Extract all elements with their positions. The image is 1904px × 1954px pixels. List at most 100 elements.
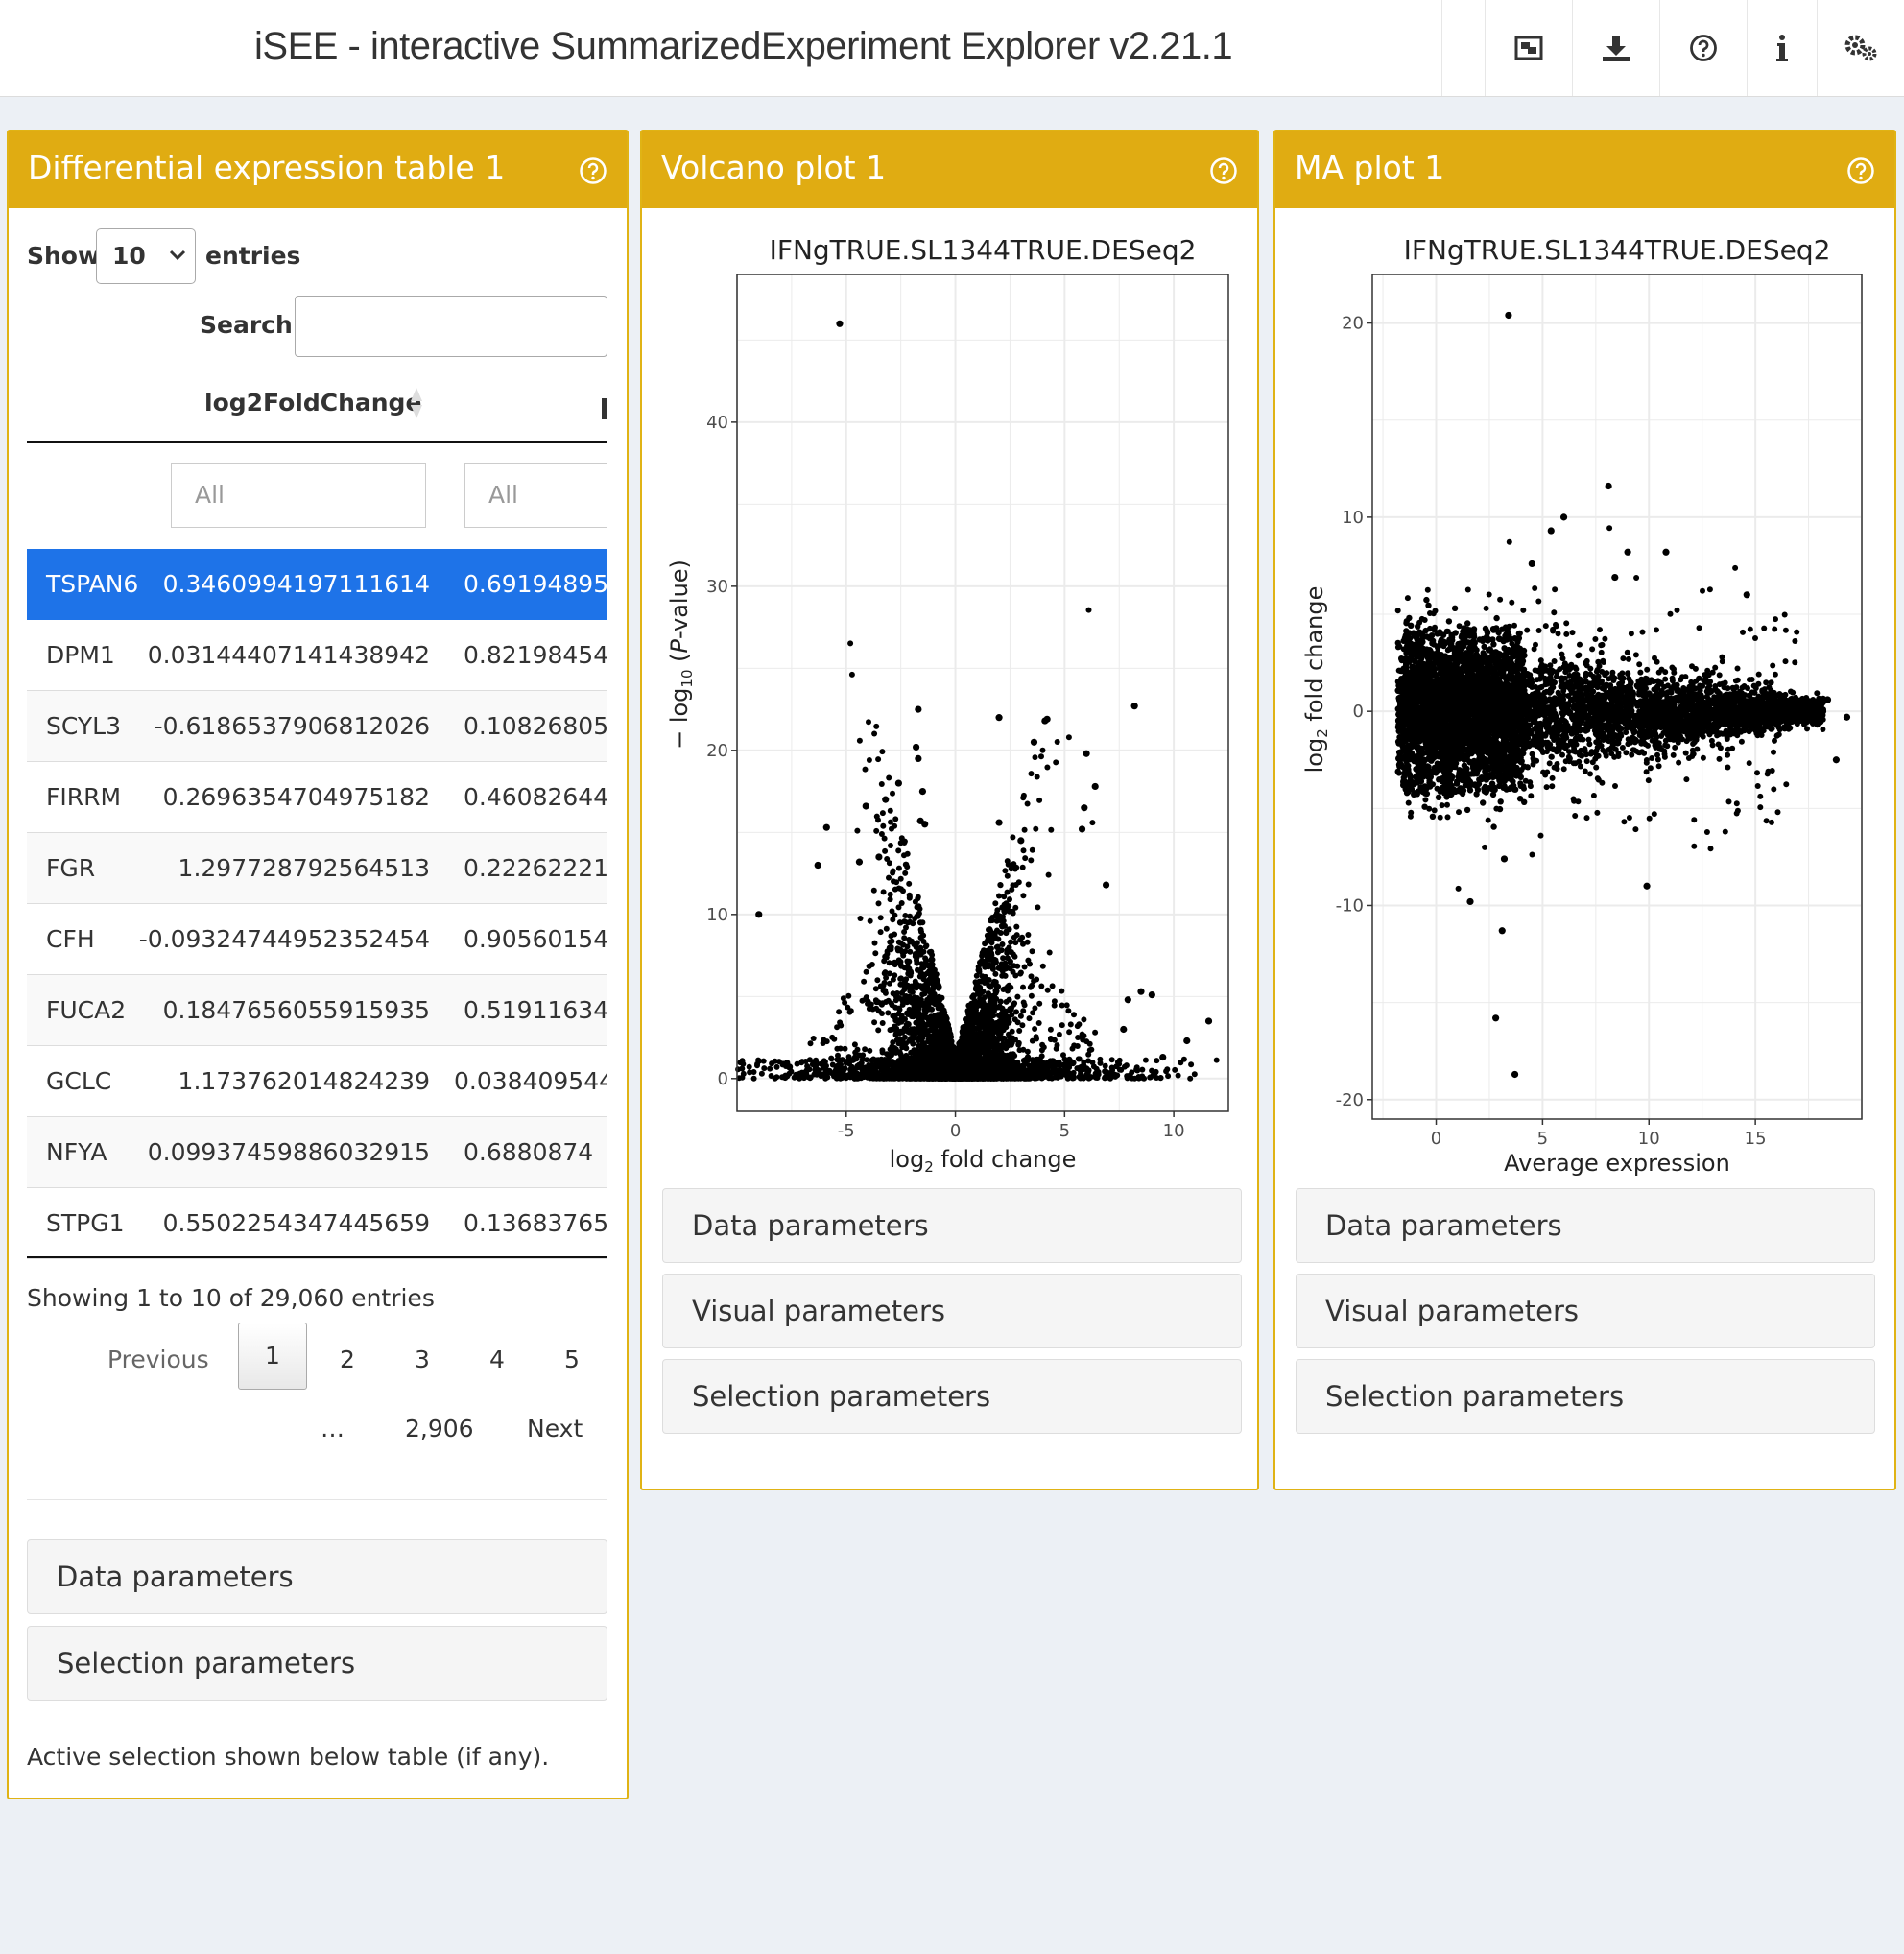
data-point: [1081, 804, 1088, 812]
data-point: [899, 997, 906, 1004]
table-row[interactable]: STPG1 0.5502254347445659 0.13683765: [27, 1188, 607, 1259]
volcano-plot[interactable]: IFNgTRUE.SL1344TRUE.DESeq2-5 0 5 1001020304…: [662, 223, 1248, 1180]
data-point: [927, 1019, 934, 1026]
pager-previous[interactable]: Previous: [107, 1346, 209, 1373]
data-point: [1024, 1048, 1031, 1055]
help-button[interactable]: [1659, 0, 1747, 96]
data-point: [886, 874, 892, 881]
data-point: [1021, 964, 1028, 970]
table-row[interactable]: FIRRM 0.2696354704975182 0.46082644: [27, 762, 607, 833]
data-point: [887, 970, 892, 977]
entries-select-value: 10: [112, 242, 146, 270]
data-point: [1124, 1075, 1130, 1082]
volcano-selection-parameters-button[interactable]: Selection parameters: [662, 1359, 1242, 1434]
data-point: [916, 919, 923, 926]
data-point: [835, 1058, 842, 1063]
data-point: [915, 894, 921, 900]
data-point: [911, 1075, 917, 1082]
table-row[interactable]: GCLC 1.173762014824239 0.038409544: [27, 1046, 607, 1117]
filter-input-pvalue[interactable]: All: [464, 463, 607, 528]
data-point: [904, 864, 911, 870]
data-point: [873, 723, 880, 729]
data-point: [884, 1075, 890, 1082]
data-point: [1021, 826, 1028, 833]
data-point: [1020, 984, 1026, 990]
data-point: [875, 756, 882, 763]
data-point: [889, 1048, 895, 1055]
table-row[interactable]: SCYL3 -0.6186537906812026 0.10826805: [27, 691, 607, 762]
data-point: [1148, 991, 1155, 999]
table-row[interactable]: FGR 1.297728792564513 0.22262221: [27, 833, 607, 904]
help-circle-icon[interactable]: [1846, 156, 1875, 185]
data-point: [993, 910, 1000, 917]
download-button[interactable]: [1572, 0, 1659, 96]
data-point: [976, 985, 982, 991]
data-point: [912, 1030, 918, 1037]
data-point: [848, 671, 855, 678]
data-point: [914, 998, 920, 1005]
data-point: [911, 941, 917, 947]
data-point: [999, 904, 1006, 911]
data-point: [786, 1063, 794, 1071]
data-point: [916, 1020, 923, 1027]
data-point: [907, 913, 913, 919]
table-row[interactable]: NFYA 0.09937459886032915 0.6880874: [27, 1117, 607, 1188]
data-point: [904, 850, 911, 857]
data-point: [1002, 1061, 1009, 1068]
data-point: [995, 714, 1003, 722]
data-point: [881, 835, 888, 842]
volcano-visual-parameters-button[interactable]: Visual parameters: [662, 1274, 1242, 1348]
filter-input-log2foldchange[interactable]: All: [171, 463, 426, 528]
data-point: [964, 1048, 970, 1055]
info-button[interactable]: [1747, 0, 1817, 96]
volcano-data-parameters-button[interactable]: Data parameters: [662, 1188, 1242, 1263]
table-row[interactable]: FUCA2 0.1847656055915935 0.51911634: [27, 975, 607, 1046]
entries-select[interactable]: 10: [96, 228, 196, 284]
pager-page-2[interactable]: 2: [340, 1346, 355, 1373]
data-point: [1097, 1056, 1104, 1062]
data-point: [941, 1031, 948, 1037]
table-row[interactable]: TSPAN6 0.3460994197111614 0.69194895: [27, 549, 607, 620]
x-tick-label: 5: [1059, 1121, 1070, 1141]
data-point: [1008, 939, 1014, 945]
data-point: [886, 860, 892, 867]
pager-page-last[interactable]: 2,906: [405, 1415, 474, 1442]
data-point: [1053, 1045, 1059, 1052]
data-point: [1149, 1067, 1155, 1074]
data-point: [1047, 1036, 1054, 1041]
search-input[interactable]: [295, 296, 607, 357]
data-point: [892, 1015, 898, 1021]
data-point: [1000, 1027, 1007, 1034]
data-point: [988, 1063, 995, 1070]
data-point: [1078, 825, 1086, 833]
screenshot-button[interactable]: [1485, 0, 1572, 96]
data-point: [917, 1062, 924, 1069]
pager-page-5[interactable]: 5: [564, 1346, 580, 1373]
data-point: [1091, 782, 1099, 791]
data-point: [1032, 754, 1038, 761]
data-point: [981, 1067, 988, 1073]
table-row[interactable]: DPM1 0.03144407141438942 0.82198454: [27, 620, 607, 691]
data-point: [928, 948, 935, 955]
pager-page-4[interactable]: 4: [489, 1346, 505, 1373]
table-selection-parameters-button[interactable]: Selection parameters: [27, 1626, 607, 1701]
table-data-parameters-button[interactable]: Data parameters: [27, 1539, 607, 1614]
help-circle-icon[interactable]: [1209, 156, 1238, 185]
data-point: [894, 990, 900, 996]
data-point: [1051, 1002, 1058, 1009]
pager-next[interactable]: Next: [527, 1415, 583, 1442]
help-circle-icon[interactable]: [579, 156, 607, 185]
pager-page-1[interactable]: 1: [238, 1323, 307, 1390]
sort-icon[interactable]: [409, 386, 424, 420]
data-point: [782, 1075, 789, 1082]
data-point: [879, 749, 886, 755]
column-header-log2foldchange[interactable]: log2FoldChange: [204, 389, 422, 417]
data-point: [954, 1062, 961, 1068]
data-point: [1165, 1073, 1172, 1080]
table-panel-title: Differential expression table 1: [28, 149, 506, 186]
cell-pvalue: 0.51911634: [464, 996, 607, 1024]
settings-button[interactable]: [1817, 0, 1904, 96]
pager-page-3[interactable]: 3: [415, 1346, 430, 1373]
table-row[interactable]: CFH -0.09324744952352454 0.90560154: [27, 904, 607, 975]
